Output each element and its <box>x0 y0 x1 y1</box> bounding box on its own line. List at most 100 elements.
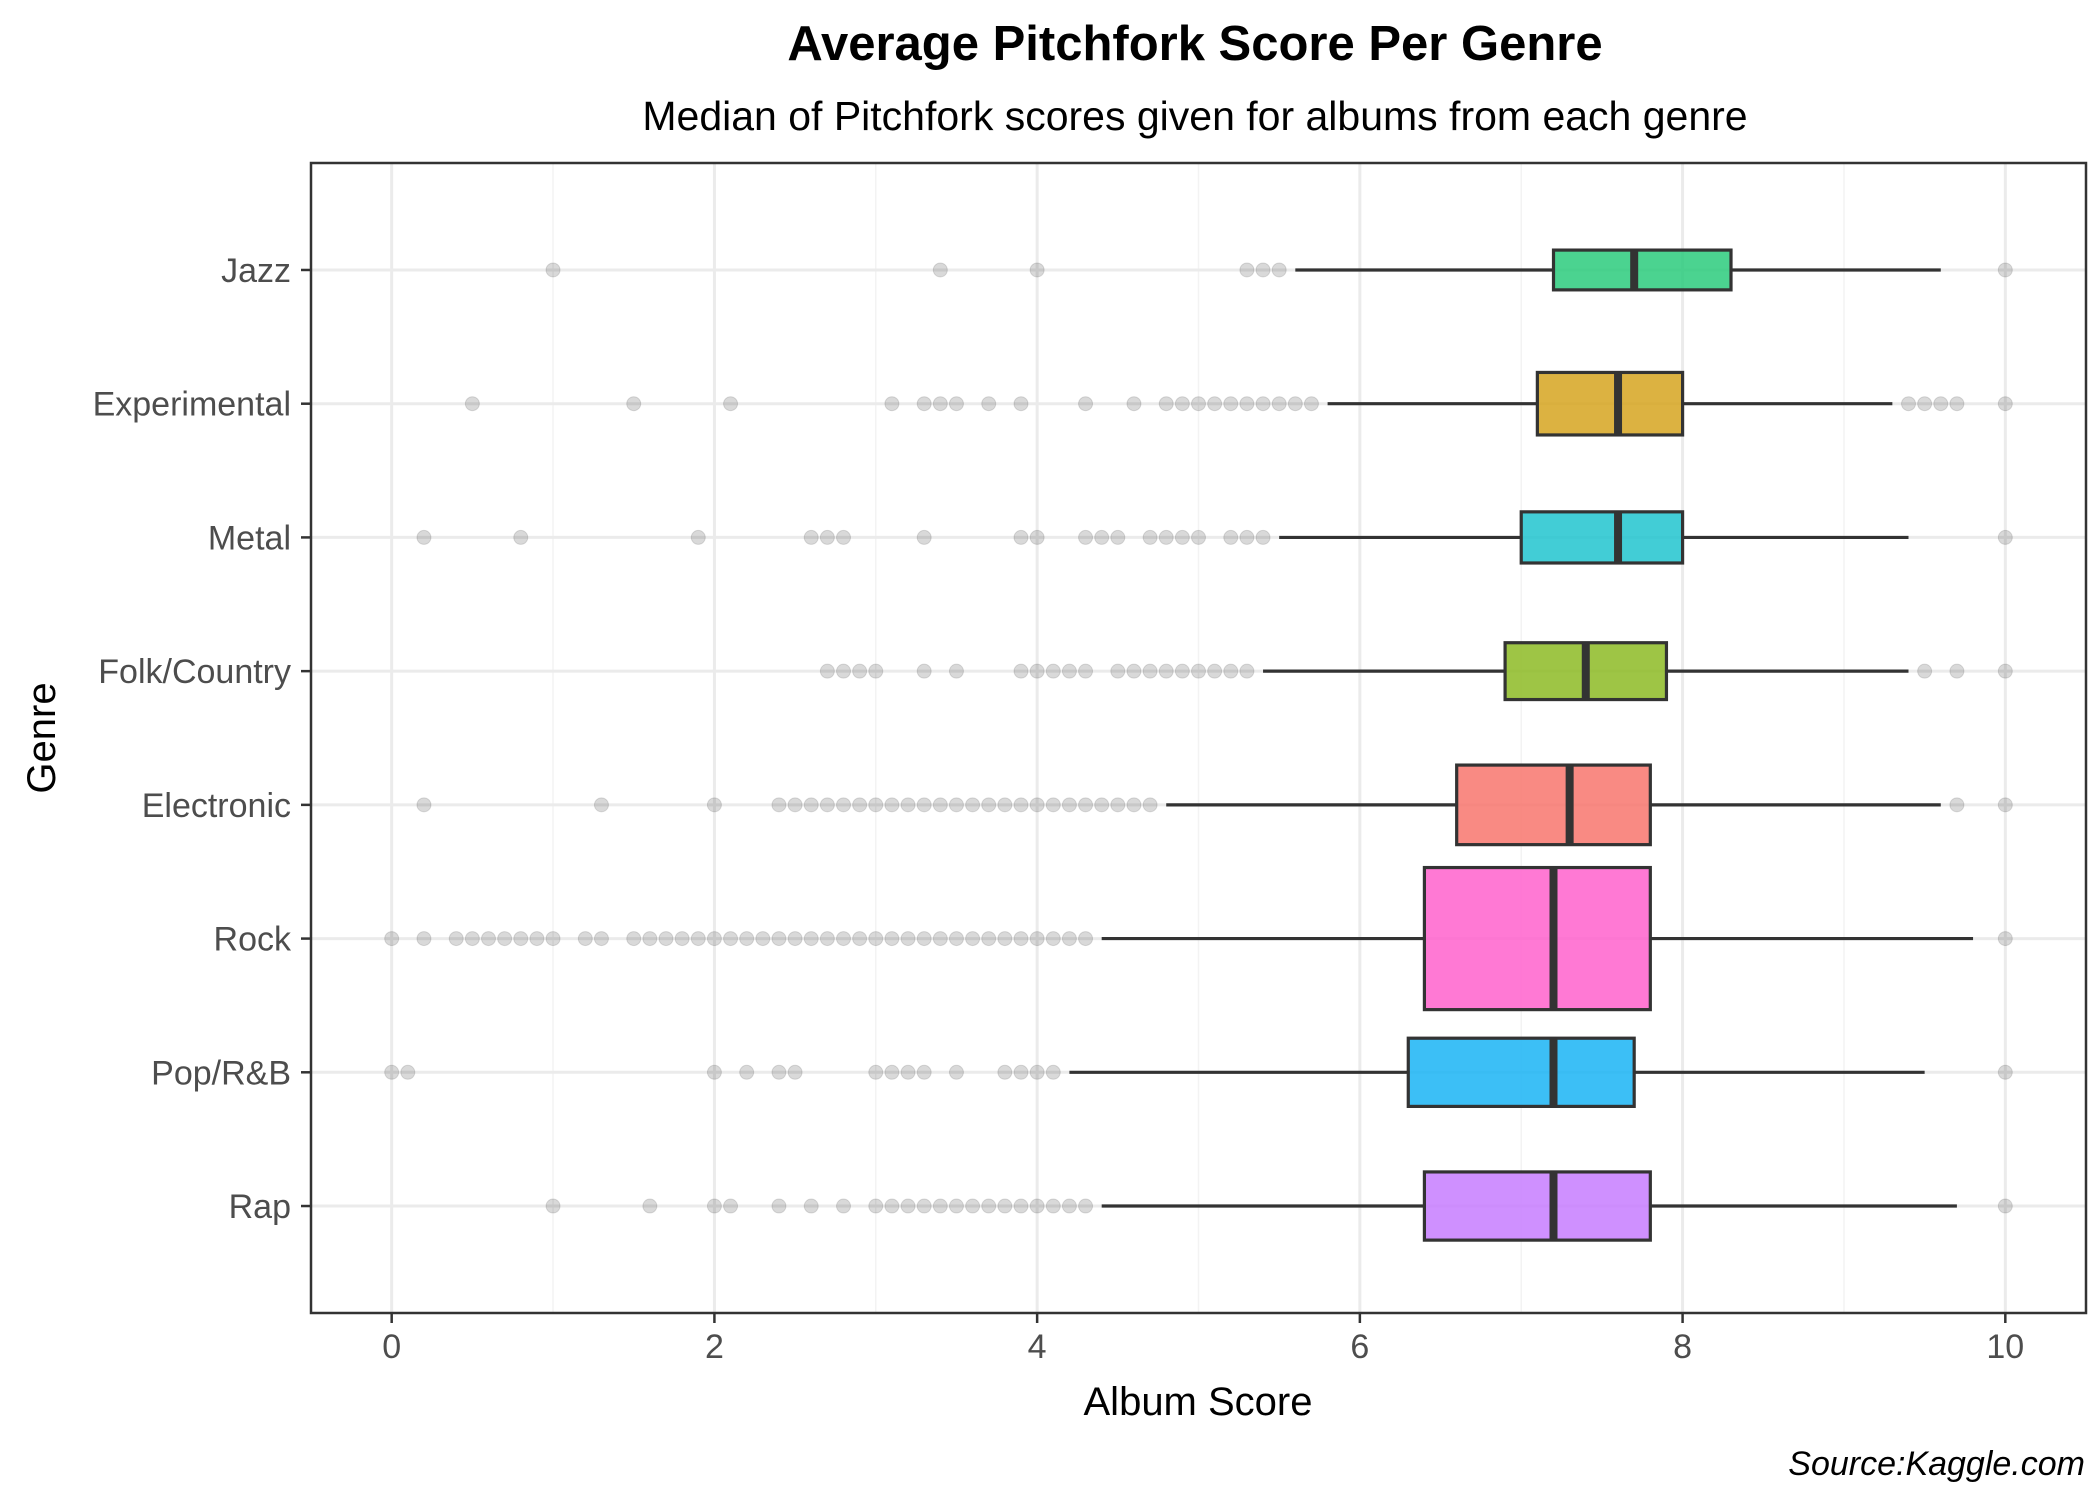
outlier-point <box>706 931 722 947</box>
outlier-point <box>1013 396 1029 412</box>
outlier-point <box>932 396 948 412</box>
outlier-point <box>997 797 1013 813</box>
outlier-point <box>545 1198 561 1214</box>
outlier-point <box>1142 797 1158 813</box>
outlier-point <box>1255 262 1271 278</box>
outlier-point <box>1158 396 1174 412</box>
outlier-point <box>626 931 642 947</box>
outlier-point <box>981 396 997 412</box>
outlier-point <box>787 797 803 813</box>
outlier-point <box>1013 663 1029 679</box>
outlier-point <box>1094 797 1110 813</box>
outlier-point <box>1045 797 1061 813</box>
outlier-point <box>1997 931 2013 947</box>
outlier-point <box>706 1064 722 1080</box>
chart-title: Average Pitchfork Score Per Genre <box>787 17 1602 71</box>
outlier-point <box>803 529 819 545</box>
outlier-point <box>658 931 674 947</box>
outlier-point <box>1126 663 1142 679</box>
box-iqr <box>1422 865 1652 1012</box>
x-tick-label: 4 <box>1028 1328 1047 1366</box>
outlier-point <box>819 797 835 813</box>
y-tick-label: Metal <box>208 519 291 557</box>
outlier-point <box>852 931 868 947</box>
outlier-point <box>916 529 932 545</box>
outlier-point <box>481 931 496 947</box>
outlier-point <box>723 396 739 412</box>
outlier-point <box>626 396 642 412</box>
x-tick-label: 0 <box>382 1328 401 1366</box>
outlier-point <box>1110 663 1126 679</box>
outlier-point <box>1191 396 1206 412</box>
outlier-point <box>1061 797 1077 813</box>
outlier-point <box>1142 663 1158 679</box>
outlier-point <box>1933 396 1949 412</box>
outlier-point <box>723 1198 739 1214</box>
outlier-point <box>1239 396 1255 412</box>
outlier-point <box>1255 396 1271 412</box>
outlier-point <box>836 1198 851 1214</box>
outlier-point <box>545 262 561 278</box>
outlier-point <box>1901 396 1916 412</box>
outlier-point <box>965 931 981 947</box>
outlier-point <box>836 797 851 813</box>
box-group <box>545 248 2013 292</box>
outlier-point <box>1174 663 1190 679</box>
outlier-point <box>900 797 916 813</box>
outlier-point <box>577 931 593 947</box>
outlier-point <box>642 931 658 947</box>
outlier-point <box>1239 663 1255 679</box>
outlier-point <box>1029 1064 1045 1080</box>
outlier-point <box>464 931 480 947</box>
x-tick-label: 2 <box>705 1328 724 1366</box>
outlier-point <box>1207 396 1223 412</box>
outlier-point <box>1013 529 1029 545</box>
y-axis-title: Genre <box>20 682 64 793</box>
outlier-point <box>997 1064 1013 1080</box>
y-tick-label: Pop/R&B <box>151 1054 291 1092</box>
panel-border <box>309 161 2088 1315</box>
outlier-point <box>416 797 432 813</box>
outlier-point <box>803 797 819 813</box>
outlier-point <box>1223 529 1239 545</box>
outlier-point <box>1094 529 1110 545</box>
outlier-point <box>1029 663 1045 679</box>
outlier-point <box>513 529 529 545</box>
outlier-point <box>868 1064 884 1080</box>
outlier-point <box>1078 663 1094 679</box>
outlier-point <box>1061 931 1077 947</box>
outlier-point <box>1303 396 1319 412</box>
outlier-point <box>1997 262 2013 278</box>
y-tick-label: Electronic <box>142 787 291 825</box>
outlier-point <box>900 931 916 947</box>
outlier-point <box>1013 1064 1029 1080</box>
outlier-point <box>690 931 706 947</box>
outlier-point <box>1223 663 1239 679</box>
outlier-point <box>836 663 851 679</box>
box-iqr <box>1422 1170 1652 1242</box>
outlier-point <box>1239 529 1255 545</box>
outlier-point <box>948 663 964 679</box>
outlier-point <box>739 931 755 947</box>
outlier-point <box>690 529 706 545</box>
outlier-point <box>997 931 1013 947</box>
outlier-point <box>1239 262 1255 278</box>
plot-data <box>384 248 2013 1242</box>
outlier-point <box>868 797 884 813</box>
outlier-point <box>1949 396 1965 412</box>
outlier-point <box>997 1198 1013 1214</box>
box-iqr <box>1455 763 1652 847</box>
outlier-point <box>1158 529 1174 545</box>
outlier-point <box>1158 663 1174 679</box>
outlier-point <box>884 1064 900 1080</box>
x-tick-label: 10 <box>1986 1328 2024 1366</box>
outlier-point <box>916 1064 932 1080</box>
outlier-point <box>593 931 609 947</box>
outlier-point <box>981 1198 997 1214</box>
outlier-point <box>1271 396 1287 412</box>
outlier-point <box>384 931 400 947</box>
outlier-point <box>1078 931 1094 947</box>
outlier-point <box>1029 797 1045 813</box>
outlier-point <box>1078 797 1094 813</box>
